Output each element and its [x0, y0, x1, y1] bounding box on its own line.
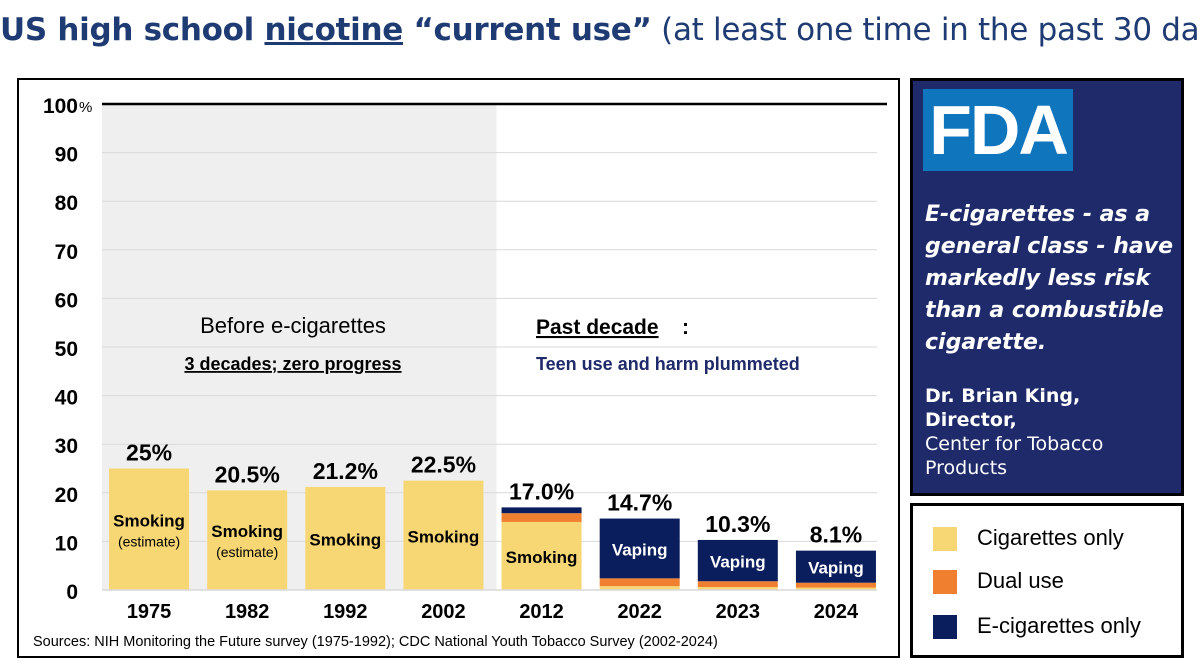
total-label: 25% [126, 440, 172, 466]
fda-quote: E-cigarettes - as a general class - have… [925, 202, 1173, 355]
x-tick-label: 2002 [421, 601, 466, 623]
y-tick-label: 20 [55, 484, 78, 507]
bar-inner-label: Smoking [309, 530, 381, 549]
bar-segment-ecigarettes [795, 550, 876, 583]
y-tick-label: 40 [55, 387, 78, 410]
y-tick-label: 80 [55, 192, 78, 215]
x-tick-label: 2022 [617, 601, 662, 623]
bar-segment-cigarettes [305, 486, 386, 590]
bar-segment-ecigarettes [599, 518, 680, 579]
bar-segment-dual-use [697, 581, 778, 588]
bar-segment-cigarettes [795, 587, 876, 590]
legend-item-ecigarettes: E-cigarettes only [933, 611, 1183, 641]
legend-swatch-cigarettes [933, 527, 957, 551]
annotation-before-title: Before e-cigarettes [200, 313, 386, 338]
page-title: US high school nicotine “current use” (a… [0, 12, 1200, 48]
total-label: 10.3% [705, 511, 770, 537]
bar-segment-cigarettes [207, 490, 288, 590]
bar-inner-label: Smoking [113, 511, 185, 530]
bar-inner-label: Vaping [808, 559, 864, 578]
bar-inner-sublabel: (estimate) [118, 533, 180, 549]
legend-label-cigarettes: Cigarettes only [977, 525, 1124, 550]
bar-segment-dual-use [501, 513, 582, 522]
y-tick-label: 50 [55, 338, 78, 361]
legend-swatch-ecigarettes [933, 615, 957, 639]
bar-segment-dual-use [795, 582, 876, 588]
bar-segment-cigarettes [599, 586, 680, 590]
bar-inner-label: Vaping [710, 553, 766, 572]
bar-segment-dual-use [599, 578, 680, 587]
fda-author-name: Dr. Brian King, Director, [925, 385, 1081, 431]
total-label: 8.1% [810, 522, 862, 548]
fda-quote-panel: FDA E-cigarettes - as a general class - … [910, 78, 1184, 496]
y-tick-label: 90 [55, 144, 78, 167]
bar-inner-label: Smoking [211, 522, 283, 541]
x-tick-label: 1975 [127, 601, 172, 623]
title-nicotine: nicotine [264, 12, 403, 48]
legend-label-dual-use: Dual use [977, 568, 1064, 593]
x-tick-label: 1992 [323, 601, 368, 623]
annotation-before-subtitle: 3 decades; zero progress [184, 354, 401, 374]
chart-frame: 0 10 20 30 40 50 60 70 80 90 100% 25% Smoking (estima… [17, 78, 900, 658]
total-label: 22.5% [411, 452, 476, 478]
x-tick-label: 2012 [519, 601, 564, 623]
y-tick-label: 10 [55, 532, 78, 555]
x-tick-label: 2024 [814, 601, 859, 623]
bar-inner-label: Smoking [408, 527, 480, 546]
bar-segment-cigarettes [403, 480, 484, 590]
bar-segment-ecigarettes [697, 539, 778, 582]
legend: Cigarettes only Dual use E-cigarettes on… [910, 503, 1184, 658]
bar-inner-sublabel: (estimate) [216, 544, 278, 560]
bar-segment-cigarettes [697, 587, 778, 590]
legend-label-ecigarettes: E-cigarettes only [977, 613, 1141, 638]
x-tick-label: 1982 [225, 601, 270, 623]
bar-segment-cigarettes [109, 468, 190, 590]
fda-logo: FDA [923, 89, 1073, 171]
annotation-after-title: Past decade [536, 316, 659, 339]
total-label: 14.7% [607, 490, 672, 516]
legend-item-dual-use: Dual use [933, 566, 1183, 596]
fda-author: Dr. Brian King, Director, Center for Tob… [925, 384, 1177, 480]
y-tick-label: 0 [66, 581, 78, 604]
bar-segment-cigarettes [501, 521, 582, 590]
legend-swatch-dual-use [933, 570, 957, 594]
y-tick-label: 60 [55, 289, 78, 312]
fda-author-org: Center for Tobacco Products [925, 433, 1104, 479]
bar-inner-label: Smoking [506, 548, 578, 567]
title-current-use: “current use” [402, 12, 652, 48]
y-unit-label: % [79, 99, 92, 116]
legend-item-cigarettes: Cigarettes only [933, 523, 1183, 553]
bar-segment-ecigarettes [501, 507, 582, 514]
annotation-after-colon: : [682, 316, 689, 339]
title-definition: (at least one time in the past 30 days) [651, 12, 1200, 48]
y-tick-label: 70 [55, 241, 78, 264]
source-note: Sources: NIH Monitoring the Future surve… [33, 634, 718, 650]
y-tick-label: 30 [55, 435, 78, 458]
total-label: 20.5% [215, 461, 280, 487]
y-tick-label: 100 [43, 95, 78, 118]
annotation-after-subtitle: Teen use and harm plummeted [536, 354, 800, 374]
fda-logo-text: FDA [929, 91, 1069, 169]
chart: 0 10 20 30 40 50 60 70 80 90 100 % 25% Smoking (estima… [33, 95, 887, 650]
bar-inner-label: Vaping [612, 540, 668, 559]
total-label: 17.0% [509, 478, 574, 504]
title-part1: US high school [0, 12, 265, 48]
x-tick-label: 2023 [716, 601, 761, 623]
total-label: 21.2% [313, 458, 378, 484]
